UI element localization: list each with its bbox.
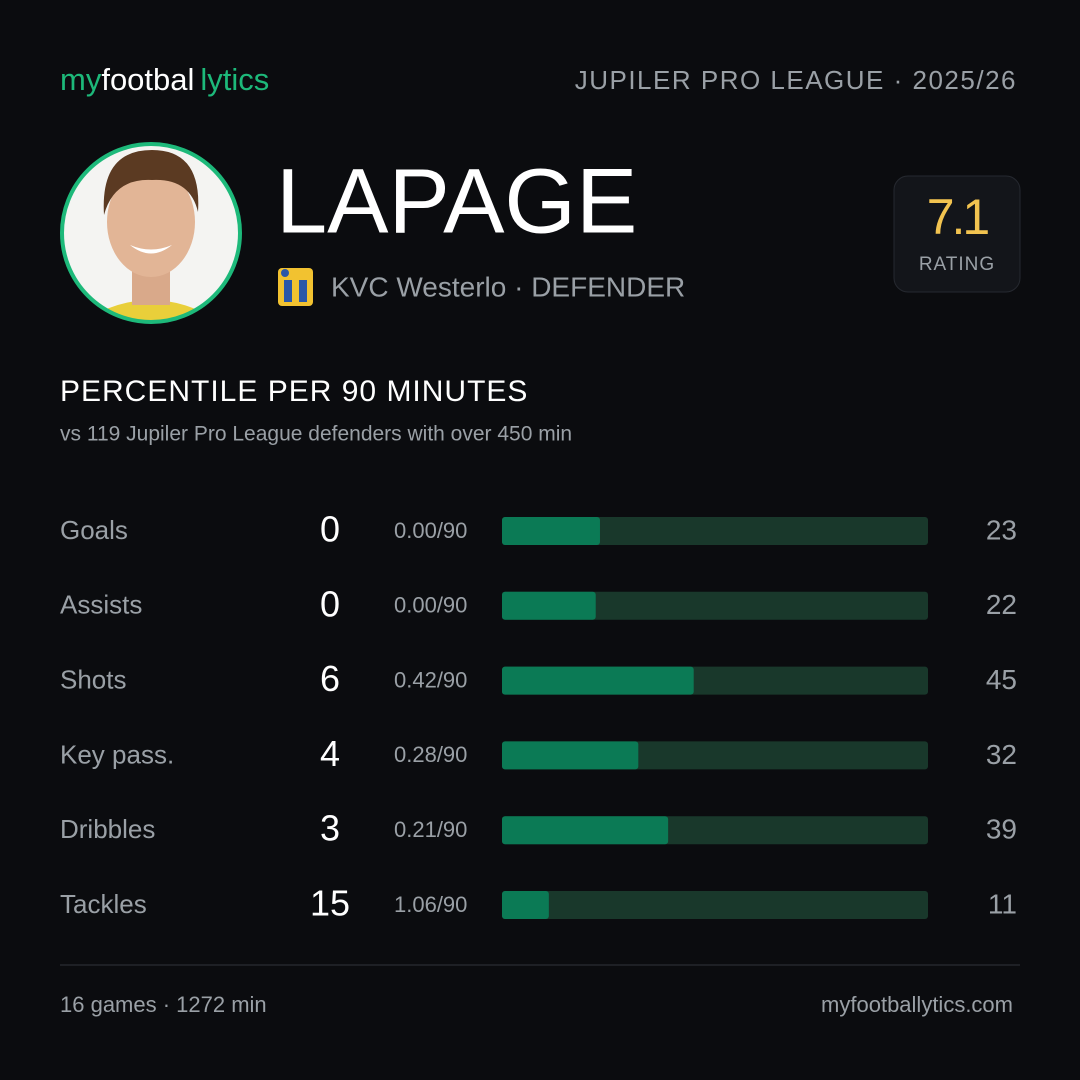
section-title: PERCENTILE PER 90 MINUTES xyxy=(60,375,528,408)
stat-label: Dribbles xyxy=(60,814,155,844)
brand-part: my xyxy=(60,62,102,97)
stat-per90: 0.28/90 xyxy=(394,742,467,767)
percentile-label: 32 xyxy=(986,739,1017,770)
stat-label: Shots xyxy=(60,664,127,694)
percentile-bar xyxy=(502,816,669,845)
bar-track xyxy=(502,891,928,919)
stat-per90: 0.21/90 xyxy=(394,817,467,842)
stat-label: Key pass. xyxy=(60,739,174,769)
percentile-bar xyxy=(502,591,596,620)
bar-track xyxy=(502,591,928,620)
stat-total: 6 xyxy=(320,658,340,699)
percentile-bar xyxy=(502,517,600,545)
rating-value: 7.1 xyxy=(927,189,989,245)
stat-total: 3 xyxy=(320,808,340,849)
player-photo xyxy=(60,142,242,324)
brand-part: footbal xyxy=(101,62,194,97)
stat-per90: 0.00/90 xyxy=(394,518,467,543)
percentile-label: 39 xyxy=(986,814,1017,845)
section-subtitle: vs 119 Jupiler Pro League defenders with… xyxy=(60,423,572,446)
percentile-label: 11 xyxy=(988,888,1017,919)
rating-box xyxy=(893,175,1021,293)
footer-url: myfootballytics.com xyxy=(821,992,1013,1017)
brand-logo: myfootbal lytics xyxy=(60,62,269,97)
percentile-label: 45 xyxy=(986,664,1017,695)
stat-total: 0 xyxy=(320,509,340,550)
footer-stats: 16 games · 1272 min xyxy=(60,992,267,1017)
percentile-bar xyxy=(502,891,549,919)
percentile-bar xyxy=(502,741,639,770)
stat-label: Tackles xyxy=(60,889,147,919)
stat-total: 15 xyxy=(310,883,350,924)
percentile-label: 22 xyxy=(986,589,1017,620)
stat-total: 0 xyxy=(320,583,340,624)
stat-per90: 1.06/90 xyxy=(394,892,467,917)
percentile-label: 23 xyxy=(986,514,1017,545)
player-name: LAPAGE xyxy=(276,150,637,252)
league: JUPILER PRO LEAGUE · 2025/26 xyxy=(575,65,1017,95)
stat-label: Assists xyxy=(60,590,142,620)
club-crest xyxy=(278,268,313,306)
stat-label: Goals xyxy=(60,515,128,545)
percentile-bar xyxy=(502,666,694,695)
brand-part: lytics xyxy=(200,62,269,97)
stat-per90: 0.00/90 xyxy=(394,593,467,618)
stat-per90: 0.42/90 xyxy=(394,667,467,692)
bar-track xyxy=(502,517,928,545)
rating-label: RATING xyxy=(919,254,995,275)
stat-total: 4 xyxy=(320,733,340,774)
club-position: KVC Westerlo · DEFENDER xyxy=(331,271,685,302)
